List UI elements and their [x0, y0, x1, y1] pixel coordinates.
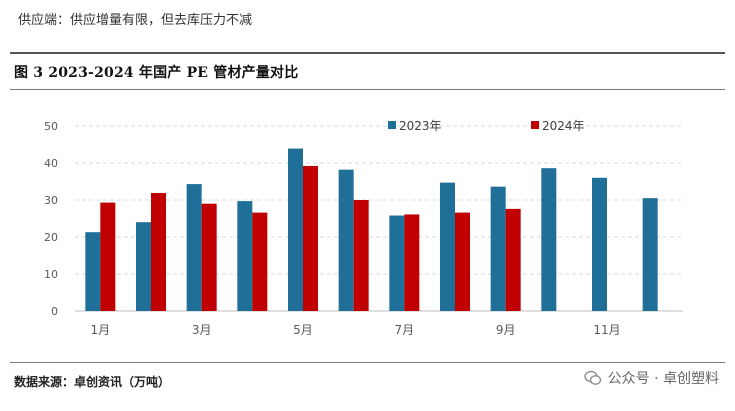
y-tick-label: 30	[44, 194, 58, 207]
bar-2024	[455, 212, 470, 311]
section-heading: 供应端：供应增量有限，但去库压力不减	[18, 13, 253, 28]
wechat-icon	[583, 370, 601, 385]
x-tick-label: 5月	[293, 323, 313, 337]
bar-2024	[201, 203, 217, 311]
y-tick-label: 10	[44, 268, 58, 281]
bar-2024	[353, 200, 369, 311]
x-tick-label: 7月	[395, 323, 415, 337]
bar-2023	[490, 186, 506, 311]
legend-label: 2024年	[542, 119, 585, 133]
bar-2024	[151, 192, 166, 311]
chart-area: 0 10 20 30 40 50 1月 3月 5月 7月 9月 11月 2023年 2024年	[0, 100, 735, 355]
legend-swatch	[388, 121, 396, 129]
bar-2023	[338, 169, 354, 311]
y-tick-label: 0	[51, 305, 58, 318]
bar-2023	[237, 201, 253, 311]
bar-2024	[100, 202, 116, 311]
bar-2023	[186, 184, 202, 311]
bar-chart: 0 10 20 30 40 50 1月 3月 5月 7月 9月 11月 2023年 2024年	[44, 119, 683, 337]
legend-label: 2023年	[399, 119, 442, 133]
bar-2023	[136, 222, 151, 311]
bar-2024	[252, 212, 268, 311]
y-tick-label: 50	[44, 120, 58, 133]
bar-2024	[404, 214, 420, 311]
bar-2023	[389, 215, 405, 311]
x-tick-label: 3月	[192, 323, 212, 337]
source-note: 数据来源：卓创资讯（万吨）	[14, 375, 171, 389]
x-tick-label: 11月	[593, 323, 620, 337]
watermark-text: 公众号 · 卓创塑料	[607, 371, 719, 387]
y-tick-label: 40	[44, 157, 58, 170]
bar-2023	[288, 148, 303, 311]
x-tick-label: 1月	[91, 323, 111, 337]
legend-swatch	[531, 121, 539, 129]
bar-2023	[541, 168, 557, 311]
figure-title: 图 3 2023-2024 年国产 PE 管材产量对比	[14, 65, 299, 81]
bar-2023	[85, 232, 101, 311]
y-tick-label: 20	[44, 231, 58, 244]
x-tick-label: 9月	[496, 323, 516, 337]
bar-2023	[592, 177, 607, 311]
wechat-watermark: 公众号 · 卓创塑料	[583, 368, 719, 388]
bar-2024	[303, 165, 318, 311]
bar-2024	[505, 208, 521, 311]
bar-2023	[642, 198, 658, 311]
title-top-rule	[10, 52, 725, 54]
title-bottom-rule	[10, 89, 725, 90]
source-top-rule	[10, 362, 725, 363]
bar-2023	[440, 182, 455, 311]
